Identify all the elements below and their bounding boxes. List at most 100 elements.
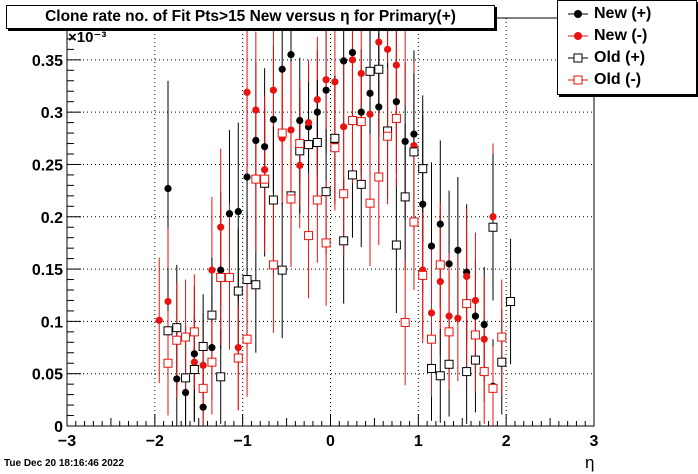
data-point: [427, 242, 436, 250]
open-square-icon: [568, 53, 588, 63]
data-point: [242, 275, 252, 285]
x-tick-label: 0: [326, 433, 335, 450]
timestamp: Tue Dec 20 18:16:46 2022: [4, 458, 124, 469]
data-point: [462, 367, 472, 377]
legend-label: Old (+): [594, 49, 646, 66]
y-tick-label: 0.05: [32, 367, 63, 384]
data-point: [488, 222, 498, 232]
data-point: [234, 343, 242, 352]
data-point: [470, 330, 480, 340]
data-point: [391, 113, 401, 123]
data-point: [418, 270, 428, 280]
chart-title: Clone rate no. of Fit Pts>15 New versus …: [6, 5, 495, 29]
data-point: [252, 106, 260, 114]
data-point: [392, 98, 400, 106]
data-point: [155, 316, 163, 324]
data-point: [366, 110, 374, 118]
data-point: [216, 272, 226, 282]
data-point: [427, 334, 437, 344]
data-point: [365, 66, 375, 76]
data-point: [269, 115, 278, 124]
data-point: [268, 260, 278, 270]
data-point: [357, 108, 365, 116]
data-point: [217, 223, 225, 231]
data-point: [243, 88, 251, 96]
data-point: [287, 126, 295, 134]
filled-circle-icon: [568, 10, 588, 18]
y-tick-label: 0.15: [32, 262, 63, 279]
data-point: [261, 166, 269, 174]
data-point: [181, 332, 191, 342]
data-point: [251, 280, 261, 290]
data-point: [217, 266, 225, 274]
data-point: [216, 372, 226, 382]
data-point: [356, 117, 366, 127]
data-point: [312, 137, 322, 147]
data-point: [409, 147, 419, 157]
data-point: [400, 317, 410, 327]
data-point: [181, 373, 191, 383]
data-point: [199, 403, 207, 411]
data-point: [261, 143, 269, 151]
data-point: [296, 161, 304, 170]
data-point: [304, 119, 313, 127]
data-point: [330, 143, 340, 153]
data-point: [365, 198, 375, 208]
data-point: [173, 375, 181, 383]
x-tick-label: −1: [234, 433, 252, 450]
data-point: [277, 128, 287, 138]
legend-label: New (-): [594, 27, 648, 44]
data-point: [251, 174, 261, 184]
data-point: [471, 312, 480, 320]
data-point: [339, 189, 349, 199]
data-point: [312, 195, 322, 205]
data-point: [304, 231, 314, 241]
data-point: [189, 327, 199, 337]
data-point: [480, 335, 488, 343]
data-point: [330, 133, 340, 143]
data-point: [347, 170, 357, 180]
data-point: [435, 260, 445, 270]
data-point: [356, 179, 366, 189]
data-point: [287, 51, 295, 59]
filled-circle-icon: [568, 32, 588, 40]
y-tick-label: 0.35: [32, 53, 63, 70]
data-point: [268, 195, 278, 205]
data-point: [419, 200, 427, 208]
data-point: [313, 108, 321, 116]
data-point: [418, 164, 428, 174]
data-point: [234, 207, 242, 216]
data-point: [470, 355, 480, 365]
data-point: [463, 272, 471, 280]
data-point: [497, 332, 507, 342]
data-point: [348, 56, 357, 64]
x-tick-label: −2: [146, 433, 164, 450]
data-point: [172, 335, 182, 345]
y-tick-label: 0.25: [32, 157, 63, 174]
y-tick-label: 0.3: [41, 105, 63, 122]
data-point: [190, 350, 198, 358]
data-point: [278, 65, 286, 73]
data-point: [252, 136, 260, 144]
data-point: [208, 343, 216, 352]
data-point: [163, 358, 173, 368]
legend: New (+) New (-) Old (+) Old (-): [557, 0, 697, 95]
data-point: [340, 57, 348, 65]
data-point: [347, 116, 357, 126]
legend-item-new-plus: New (+): [558, 3, 698, 25]
data-point: [374, 172, 384, 182]
data-point: [269, 86, 278, 94]
data-point: [400, 192, 410, 202]
data-point: [295, 146, 305, 156]
data-point: [322, 86, 330, 94]
data-point: [207, 310, 217, 320]
data-point: [348, 48, 357, 57]
data-point: [375, 103, 383, 111]
data-point: [436, 220, 444, 228]
data-point: [321, 238, 331, 248]
data-point: [189, 365, 199, 375]
data-point: [391, 240, 401, 250]
legend-label: New (+): [594, 5, 652, 22]
legend-item-new-minus: New (-): [558, 25, 698, 47]
data-point: [488, 383, 498, 393]
